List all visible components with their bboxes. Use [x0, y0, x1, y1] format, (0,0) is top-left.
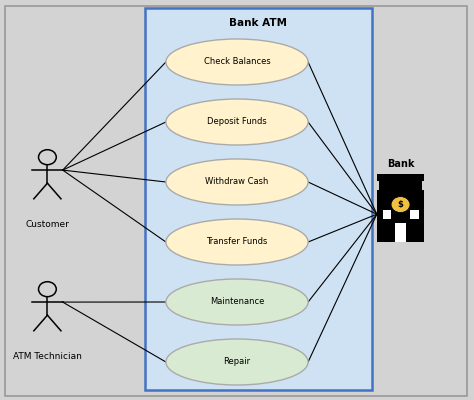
Text: ATM Technician: ATM Technician [13, 352, 82, 361]
Ellipse shape [166, 339, 308, 385]
Text: Bank ATM: Bank ATM [229, 18, 287, 28]
Bar [377, 174, 424, 181]
Ellipse shape [166, 39, 308, 85]
FancyBboxPatch shape [5, 6, 467, 396]
Ellipse shape [166, 219, 308, 265]
Bar [379, 181, 422, 190]
Text: Deposit Funds: Deposit Funds [207, 118, 267, 126]
Text: Maintenance: Maintenance [210, 298, 264, 306]
Ellipse shape [166, 99, 308, 145]
Text: Withdraw Cash: Withdraw Cash [205, 178, 269, 186]
FancyBboxPatch shape [145, 8, 372, 390]
Text: Check Balances: Check Balances [204, 58, 270, 66]
Ellipse shape [166, 159, 308, 205]
Text: Transfer Funds: Transfer Funds [206, 238, 268, 246]
Ellipse shape [166, 279, 308, 325]
Bar [410, 210, 419, 218]
Bar [377, 190, 424, 242]
Text: Bank: Bank [387, 159, 414, 169]
Circle shape [391, 196, 410, 212]
Text: Customer: Customer [26, 220, 69, 229]
Bar [383, 210, 391, 218]
Bar [395, 223, 406, 242]
Text: Repair: Repair [223, 358, 251, 366]
Text: $: $ [398, 200, 403, 209]
